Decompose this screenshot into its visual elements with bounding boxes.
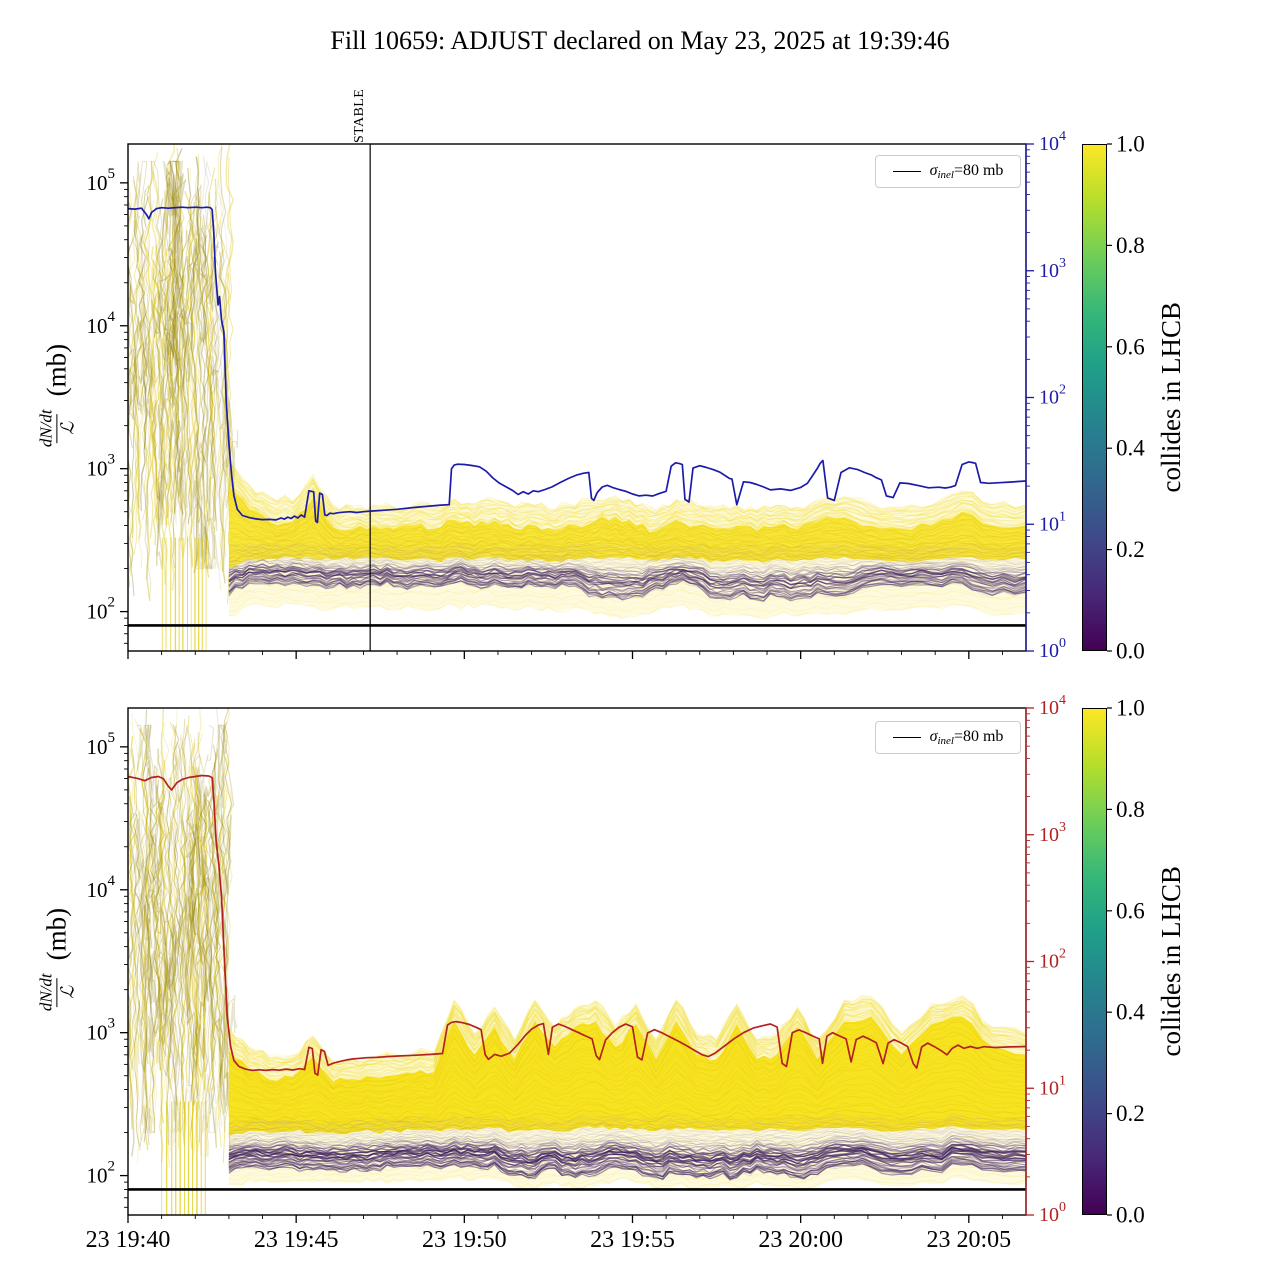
- colorbar-tick-label: 0.8: [1116, 233, 1145, 258]
- legend-top: σinel=80 mb: [875, 155, 1021, 188]
- legend-label: σinel=80 mb: [929, 728, 1004, 747]
- y-left-tick-label: 105: [87, 166, 116, 195]
- colorbar-tick-label: 1.0: [1116, 132, 1145, 157]
- rate-line-top: [127, 206, 1027, 524]
- legend-line-sample: [892, 737, 921, 738]
- y-left-tick-label: 102: [87, 1159, 116, 1188]
- colorbar-tick-label: 1.0: [1116, 696, 1145, 721]
- fraction-numerator: dN/dt: [36, 973, 56, 1012]
- dndt-over-lumi-fraction: dN/dt ℒ: [36, 406, 78, 450]
- colorbar-bottom: [1082, 708, 1107, 1215]
- x-tick-label: 23 19:45: [254, 1227, 339, 1253]
- y-right-tick-label: 101: [1039, 509, 1066, 536]
- y-left-tick-label: 102: [87, 595, 116, 624]
- y-left-tick-label: 104: [87, 873, 116, 902]
- legend-bottom: σinel=80 mb: [875, 721, 1021, 754]
- y-right-tick-label: 100: [1039, 1200, 1066, 1227]
- colorbar-tick-label: 0.6: [1116, 898, 1145, 923]
- y-right-tick-label: 103: [1039, 255, 1066, 282]
- y-axis-unit: (mb): [41, 343, 72, 397]
- x-tick-label: 23 20:05: [926, 1227, 1011, 1253]
- y-right-tick-label: 102: [1039, 946, 1066, 973]
- x-tick-label: 23 19:40: [86, 1227, 171, 1253]
- dndt-over-lumi-fraction: dN/dt ℒ: [36, 970, 78, 1014]
- stable-beams-label: STABLE: [352, 88, 368, 143]
- colorbar-tick-label: 0.2: [1116, 1101, 1145, 1126]
- x-tick-label: 23 19:55: [590, 1227, 675, 1253]
- fraction-denominator: ℒ: [55, 977, 78, 1007]
- colorbar-top: [1082, 144, 1107, 651]
- x-tick-label: 23 19:50: [422, 1227, 507, 1253]
- figure-title: Fill 10659: ADJUST declared on May 23, 2…: [330, 26, 950, 55]
- rate-line-bottom: [127, 774, 1027, 1076]
- y-right-tick-label: 102: [1039, 382, 1066, 409]
- colorbar-tick-label: 0.2: [1116, 537, 1145, 562]
- colorbar-label-bottom: collides in LHCB: [1155, 866, 1186, 1057]
- colorbar-tick-label: 0.8: [1116, 797, 1145, 822]
- y-right-tick-label: 103: [1039, 819, 1066, 846]
- colorbar-tick-label: 0.0: [1116, 1203, 1145, 1228]
- fraction-numerator: dN/dt: [36, 409, 56, 448]
- colorbar-label-top: collides in LHCB: [1155, 302, 1186, 493]
- colorbar-tick-label: 0.4: [1116, 436, 1145, 461]
- fraction-denominator: ℒ: [55, 413, 78, 443]
- panel-bottom-content: [128, 708, 1026, 1215]
- colorbar-tick-label: 0.4: [1116, 1000, 1145, 1025]
- y-left-tick-label: 103: [87, 1016, 116, 1045]
- colorbar-tick-label: 0.6: [1116, 334, 1145, 359]
- y-left-tick-label: 105: [87, 730, 116, 759]
- legend-line-sample: [892, 171, 921, 172]
- y-right-tick-label: 100: [1039, 636, 1066, 663]
- colorbar-tick-label: 0.0: [1116, 639, 1145, 664]
- legend-label: σinel=80 mb: [929, 162, 1004, 181]
- panel-top-content: [128, 144, 1026, 651]
- y-left-tick-label: 104: [87, 309, 116, 338]
- y-axis-unit: (mb): [41, 907, 72, 961]
- x-tick-label: 23 20:00: [758, 1227, 843, 1253]
- y-right-tick-label: 104: [1039, 129, 1066, 156]
- axes-frame: [127, 143, 1027, 652]
- y-right-tick-label: 104: [1039, 693, 1066, 720]
- y-right-tick-label: 101: [1039, 1073, 1066, 1100]
- axes-frame: [127, 707, 1027, 1216]
- y-left-tick-label: 103: [87, 452, 116, 481]
